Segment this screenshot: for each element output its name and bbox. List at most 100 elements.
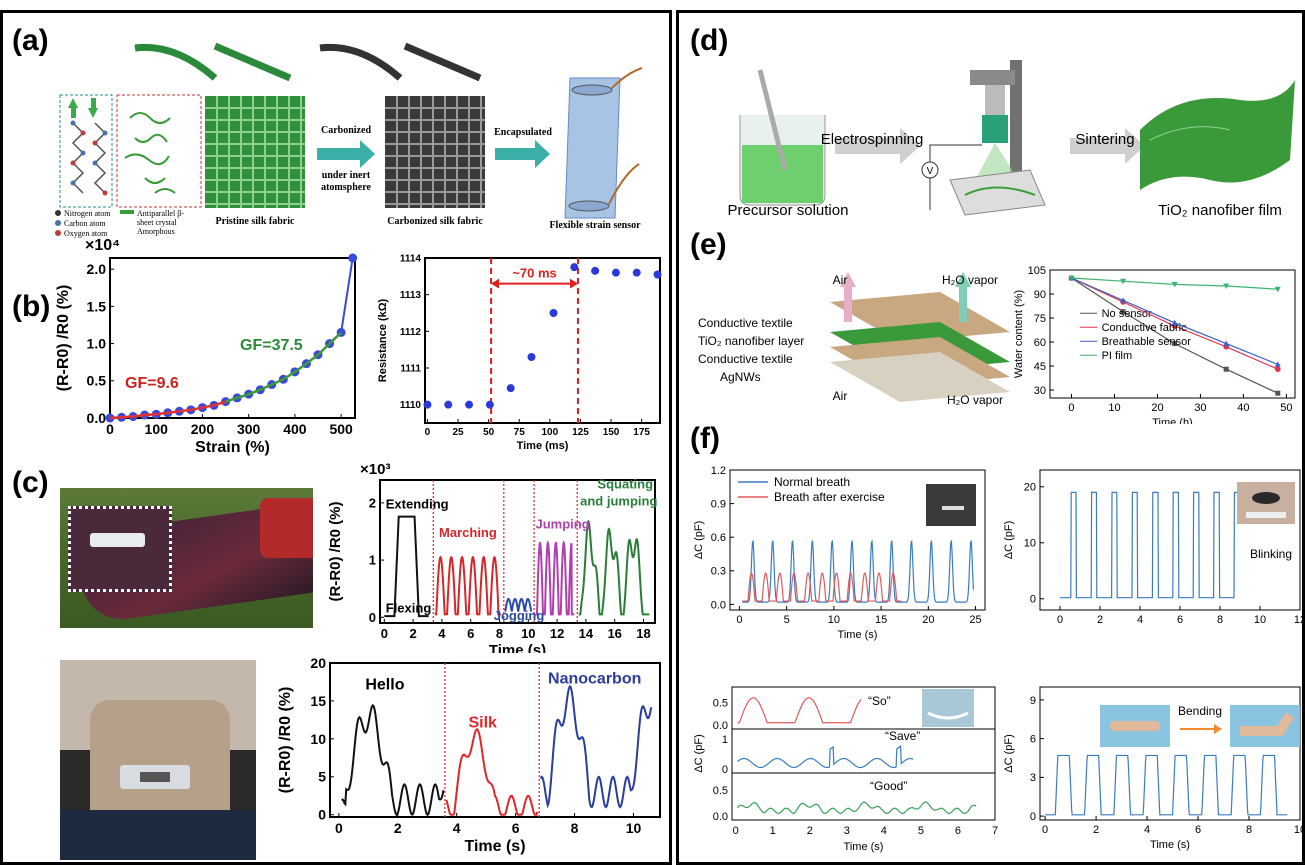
plot-frame — [109, 257, 356, 419]
x-tick-label: 8 — [1246, 824, 1252, 836]
x-tick-label: 500 — [329, 421, 353, 437]
y-tick-label: 45 — [1034, 361, 1046, 373]
x-tick-label: 0 — [335, 820, 343, 836]
y-tick-label: 1114 — [400, 254, 422, 265]
x-tick-label: 12 — [550, 626, 564, 641]
y-tick-label: 15 — [310, 693, 326, 709]
step-electrospinning: Electrospinning — [821, 131, 924, 148]
y-axis-label: ΔC (pF) — [693, 521, 705, 560]
x-axis-label: Strain (%) — [195, 439, 270, 456]
data-point — [570, 263, 579, 272]
y-tick-label: 0.0 — [713, 811, 728, 823]
series-squating — [578, 519, 650, 616]
data-point — [423, 400, 432, 409]
x-axis-label: Time (s) — [838, 629, 878, 641]
x-tick-label: 175 — [633, 427, 650, 438]
data-point — [1275, 390, 1281, 396]
x-tick-label: 4 — [453, 820, 461, 836]
series-save — [737, 744, 914, 769]
panel-c-label: (c) — [12, 466, 49, 499]
label-squating: Squating — [597, 477, 653, 492]
data-point — [632, 268, 641, 277]
plot-frame — [1039, 469, 1301, 611]
y-tick-label: 105 — [1028, 265, 1046, 277]
y-tick-label: 1111 — [400, 364, 421, 375]
y-tick-label: 1112 — [400, 327, 422, 338]
x-tick-label: 8 — [1217, 614, 1223, 626]
series-nanocarbon — [539, 684, 653, 809]
y-tick-label: 0.0 — [711, 599, 726, 611]
x-tick-label: 20 — [1151, 402, 1163, 414]
b1-exponent: ×10⁴ — [85, 238, 120, 254]
inset-sensor — [927, 711, 969, 720]
data-point — [485, 400, 494, 409]
y-tick-label: 0.5 — [713, 785, 728, 797]
y-tick-label: 10 — [1024, 538, 1036, 550]
data-point — [611, 268, 620, 277]
y-tick-label: 0 — [369, 610, 376, 625]
plot-frame — [329, 662, 661, 818]
y-axis-label: (R-R0) /R0 (%) — [277, 687, 294, 794]
legend-nitrogen: Nitrogen atom — [64, 209, 111, 218]
x-tick-label: 0 — [1057, 614, 1063, 626]
hand-bent — [1240, 712, 1295, 736]
y-tick-label: 10 — [310, 731, 326, 747]
data-point — [1171, 319, 1178, 326]
y-tick-label: 0.6 — [711, 532, 726, 544]
y-tick-label: 0.5 — [713, 697, 728, 709]
annot-arrowhead-left — [491, 278, 500, 289]
y-tick-label: 0.0 — [713, 720, 728, 732]
y-tick-label: 75 — [1034, 313, 1046, 325]
y-axis-label: ΔC (pF) — [1003, 521, 1015, 560]
y-tick-label: 1 — [369, 553, 376, 568]
y-tick-label: 2.0 — [87, 261, 107, 277]
arrow1-line3: atomsphere — [321, 182, 371, 193]
word-label: “Good” — [870, 779, 907, 793]
y-tick-label: 1.2 — [711, 465, 726, 477]
legend-label: Normal breath — [774, 475, 850, 489]
x-tick-label: 3 — [844, 825, 850, 837]
chart-f3: 0.0 0.5 “So” 0 1 “Save” 0.0 0.5 “Good” 0 1 2 3 4 5 6 7 Ti… — [693, 686, 998, 853]
data-point — [1068, 275, 1075, 281]
x-axis-label: Time (s) — [1150, 839, 1190, 851]
x-tick-label: 25 — [452, 427, 464, 438]
x-axis-label: Time (h) — [1152, 417, 1193, 424]
data-point — [1120, 309, 1126, 315]
y-axis-label: ΔC (pF) — [693, 734, 705, 773]
panel-d-label: (d) — [690, 24, 729, 57]
x-tick-label: 4 — [1144, 824, 1150, 836]
leg-photo — [60, 488, 313, 628]
data-point — [1274, 286, 1281, 293]
chart-f4: 0 2 4 6 8 10 0 3 6 9 Time (s) ΔC (pF) Bending — [1003, 686, 1305, 851]
label-extending: Extending — [386, 497, 449, 512]
y-tick-label: 0 — [722, 764, 728, 776]
arrow2-label: Encapsulated — [494, 127, 552, 138]
y-tick-label: 1.5 — [87, 298, 107, 314]
legend-label: No sensor — [1102, 308, 1152, 320]
x-tick-label: 10 — [1294, 824, 1305, 836]
x-axis-label: Time (s) — [844, 841, 884, 853]
chart-b1: 0 100 200 300 400 500 0.0 0.5 1.0 1.5 2.0 Strain (%… — [55, 238, 358, 456]
inset-photo — [926, 484, 976, 526]
inset-sensor — [942, 506, 964, 510]
row-frame — [731, 772, 996, 821]
caption-film: TiO₂ nanofiber film — [1158, 202, 1282, 219]
x-tick-label: 75 — [514, 427, 526, 438]
panel-d-schematic: Precursor solution Electrospinning V Sin… — [728, 60, 1295, 219]
plot-frame — [1049, 269, 1296, 399]
word-label: “So” — [868, 694, 891, 708]
x-tick-label: 6 — [1195, 824, 1201, 836]
x-tick-label: 2 — [409, 626, 416, 641]
y-tick-label: 5 — [318, 769, 326, 785]
x-tick-label: 50 — [1280, 402, 1292, 414]
series-blinking — [1060, 491, 1238, 599]
caption-carbonized: Carbonized silk fabric — [387, 216, 483, 227]
x-tick-label: 0 — [733, 825, 739, 837]
data-point — [1223, 283, 1230, 289]
data-point — [465, 400, 474, 409]
legend-beta2: sheet crystal — [137, 218, 178, 227]
legend-amorph: Amorphous — [137, 227, 175, 236]
data-point — [527, 353, 536, 361]
chart-b2: 0 25 50 75 100 125 150 175 1110 1111 1112 1113 1114 T… — [377, 254, 662, 452]
e-layer-2: TiO₂ nanofiber layer — [698, 334, 804, 348]
